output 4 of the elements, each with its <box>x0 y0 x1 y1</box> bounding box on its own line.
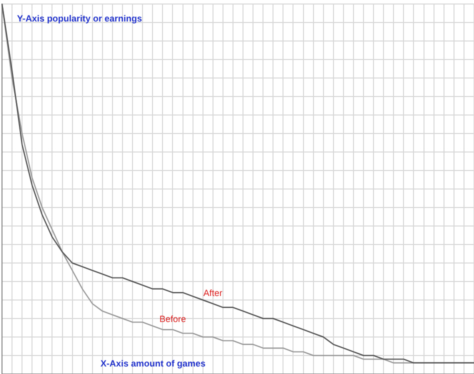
series-label: Before <box>159 314 186 324</box>
y-axis-title: Y-Axis popularity or earnings <box>17 13 142 24</box>
series-label: After <box>203 288 222 298</box>
x-axis-title: X-Axis amount of games <box>100 358 206 368</box>
